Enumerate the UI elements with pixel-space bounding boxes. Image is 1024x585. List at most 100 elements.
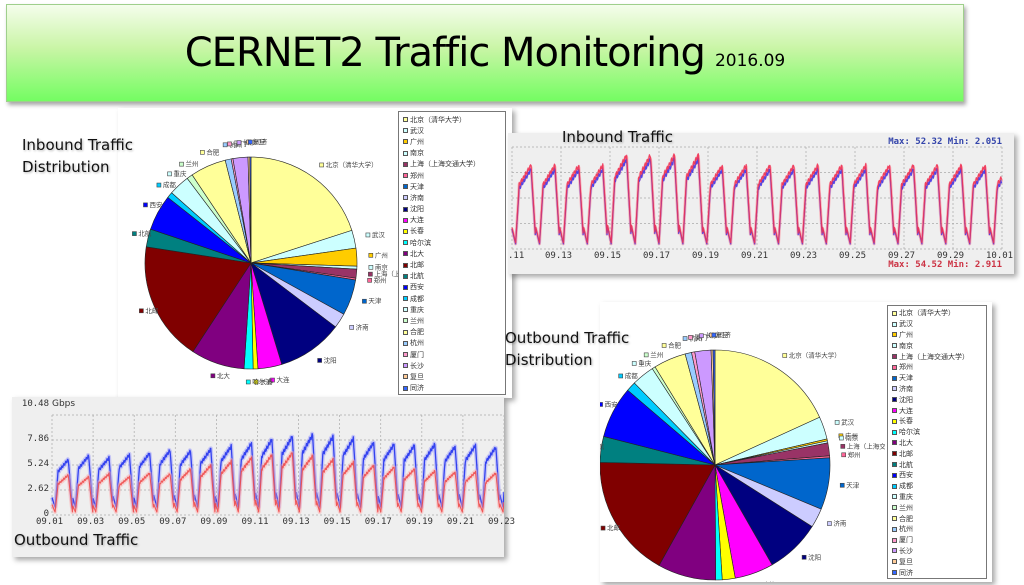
svg-text:合肥: 合肥 [206,147,220,156]
svg-text:北航: 北航 [138,229,152,238]
x-axis-tick: 09.01 [36,517,64,527]
legend-label: 成都 [410,295,424,303]
pie-slice-label: 沈阳 [801,552,821,561]
legend-item: 北大 [892,438,982,449]
outbound-pie-chart: 北京（清华大学）武汉广州南京上海（上海交通大学）郑州天津济南沈阳大连长春哈尔滨北… [600,330,885,582]
legend-label: 武汉 [899,321,913,329]
pie-slice-label: 郑州 [367,276,387,284]
pie-slice-label: 哈尔滨 [245,377,272,386]
svg-text:同济: 同济 [718,330,732,339]
x-axis-tick: 09.19 [405,517,433,527]
legend-label: 济南 [899,385,913,393]
pie-slice-label: 长春 [253,377,274,386]
outbound-legend: 北京（清华大学） 武汉 广州 南京 上海（上海交通大学） 郑州 天津 济南 沈阳 大连 长春 哈尔滨北… [887,305,987,579]
pie-slice-label: 天津 [362,297,382,305]
pie-slice-label: 大连 [270,375,290,384]
x-axis-tick: 09.25 [839,251,867,261]
legend-label: 北京（清华大学） [410,116,466,124]
legend-swatch-icon [892,462,897,468]
inbound-line-chart [510,146,1003,250]
legend-swatch-icon [892,397,897,403]
legend-item: 济南 [403,192,501,203]
y-axis-unit: Gbps [52,399,76,409]
outbound-traffic-caption: Outbound Traffic [14,531,139,549]
pie-slice-label: 南京 [839,433,859,442]
svg-text:郑州: 郑州 [374,276,387,284]
svg-text:南京: 南京 [375,262,389,271]
legend-label: 广州 [899,331,913,339]
x-axis-tick: 09.13 [545,251,573,261]
x-axis-tick: 09.21 [446,517,474,527]
legend-swatch-icon [892,526,897,532]
legend-label: 北大 [899,439,913,447]
legend-swatch-icon [403,340,408,346]
legend-swatch-icon [403,240,408,246]
legend-item: 西安 [403,282,501,293]
legend-item: 北航 [892,459,982,470]
svg-text:广州: 广州 [375,250,388,259]
legend-swatch-icon [892,343,897,349]
legend-item: 天津 [892,373,982,384]
svg-text:南京: 南京 [845,433,859,442]
pie-slice-label: 重庆 [631,358,652,367]
legend-item: 长春 [403,226,501,237]
caption-line: Outbound Traffic [505,329,630,347]
legend-item: 杭州 [892,524,982,535]
x-axis-tick: .11 [508,251,525,261]
svg-text:北航: 北航 [600,441,605,450]
inbound-legend: 北京（清华大学） 武汉 广州 南京 上海（上海交通大学） 郑州 天津 济南 沈阳 大连 长春 哈尔滨北… [398,111,506,395]
svg-text:合肥: 合肥 [668,340,682,349]
legend-item: 长沙 [403,360,501,371]
y-axis-tick: 2.62 [27,484,49,494]
inbound-traffic-caption: Inbound Traffic [562,128,673,146]
legend-swatch-icon [403,296,408,302]
legend-item: 北大 [403,248,501,259]
legend-swatch-icon [892,418,897,424]
legend-label: 广州 [410,138,424,146]
caption-line: Inbound Traffic [22,136,133,154]
pie-slice-label: 西安 [600,399,618,408]
x-axis-tick: 09.21 [741,251,769,261]
svg-text:哈尔滨: 哈尔滨 [252,377,272,386]
legend-item: 西安 [892,470,982,481]
pie-slice-label: 上海（上海交通大学） [368,269,398,278]
svg-text:大连: 大连 [763,580,777,582]
legend-item: 重庆 [403,304,501,315]
legend-label: 大连 [410,217,424,225]
pie-slice [249,156,252,264]
legend-item: 上海（上海交通大学） [892,351,982,362]
legend-swatch-icon [892,408,897,414]
legend-label: 复旦 [899,558,913,566]
legend-swatch-icon [403,139,408,145]
svg-text:同济: 同济 [254,137,268,146]
legend-label: 兰州 [899,504,913,512]
pie-slice-label: 广州 [368,250,388,259]
legend-label: 天津 [899,375,913,383]
legend-item: 大连 [892,405,982,416]
legend-swatch-icon [892,472,897,478]
svg-text:成都: 成都 [163,180,177,189]
x-axis-tick: 09.15 [594,251,622,261]
legend-label: 长沙 [410,362,424,370]
legend-item: 合肥 [403,327,501,338]
outbound-line-chart [50,414,504,516]
legend-swatch-icon [403,206,408,212]
legend-swatch-icon [403,352,408,358]
x-axis-tick: 09.07 [159,517,187,527]
pie-slice-label: 郑州 [841,451,861,459]
legend-label: 同济 [899,569,913,577]
pie-slice-label: 合肥 [661,340,682,349]
svg-text:天津: 天津 [846,481,860,489]
x-axis-tick: 09.09 [200,517,228,527]
svg-text:北大: 北大 [217,371,231,380]
svg-text:郑州: 郑州 [848,451,861,459]
x-axis-tick: 09.23 [488,517,516,527]
legend-swatch-icon [403,184,408,190]
svg-text:上海（上海交通大学）: 上海（上海交通大学） [374,269,398,278]
legend-label: 北大 [410,250,424,258]
legend-swatch-icon [892,321,897,327]
pie-slice-label: 成都 [618,371,638,380]
svg-text:广州: 广州 [845,431,858,440]
svg-text:济南: 济南 [833,519,847,528]
